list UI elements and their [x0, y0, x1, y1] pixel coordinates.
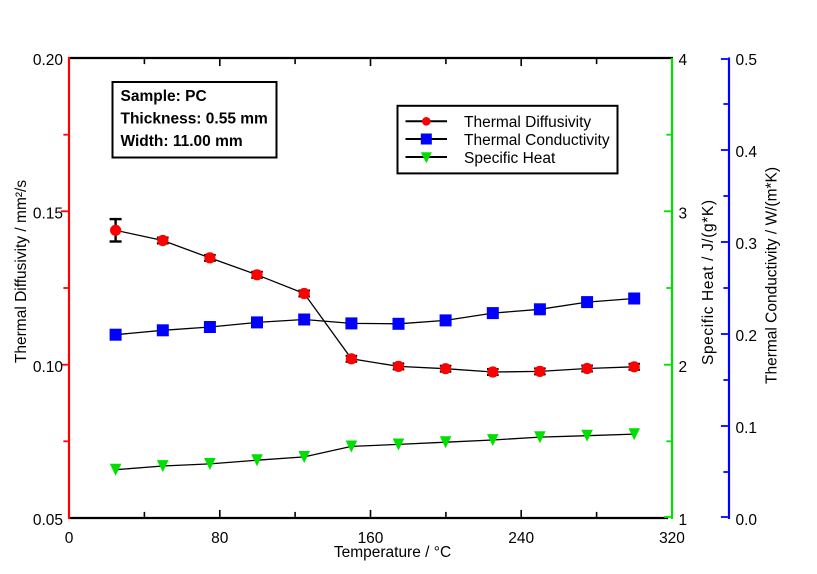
svg-text:4: 4 [679, 52, 688, 69]
svg-text:Specific Heat: Specific Heat [464, 150, 556, 167]
svg-text:Thermal Conductivity: Thermal Conductivity [464, 132, 610, 149]
svg-text:2: 2 [679, 359, 688, 376]
svg-text:Sample: PC: Sample: PC [121, 88, 207, 105]
svg-text:Thickness: 0.55 mm: Thickness: 0.55 mm [121, 110, 268, 127]
svg-text:0.5: 0.5 [736, 52, 758, 69]
svg-text:0: 0 [65, 530, 74, 547]
svg-text:Specific Heat / J/(g*K): Specific Heat / J/(g*K) [700, 200, 717, 365]
svg-text:0.3: 0.3 [736, 236, 758, 253]
svg-text:0.20: 0.20 [33, 52, 64, 69]
svg-text:Width: 11.00 mm: Width: 11.00 mm [121, 133, 243, 150]
svg-text:240: 240 [508, 530, 534, 547]
svg-text:320: 320 [659, 530, 685, 547]
svg-text:Temperature / °C: Temperature / °C [334, 544, 451, 561]
svg-text:0.2: 0.2 [736, 328, 758, 345]
svg-text:Thermal Diffusivity: Thermal Diffusivity [464, 114, 591, 131]
svg-text:0.4: 0.4 [736, 144, 758, 161]
svg-text:0.1: 0.1 [736, 420, 758, 437]
svg-text:3: 3 [679, 205, 688, 222]
svg-text:80: 80 [211, 530, 229, 547]
svg-text:0.10: 0.10 [33, 359, 64, 376]
svg-text:0.15: 0.15 [33, 205, 63, 222]
svg-text:0.0: 0.0 [736, 512, 758, 529]
svg-text:1: 1 [679, 512, 688, 529]
svg-text:Thermal Diffusivity / mm²/s: Thermal Diffusivity / mm²/s [13, 180, 30, 363]
svg-text:0.05: 0.05 [33, 512, 63, 529]
svg-text:Thermal Conductivity / W/(m*K): Thermal Conductivity / W/(m*K) [764, 167, 781, 384]
svg-text:160: 160 [358, 530, 384, 547]
